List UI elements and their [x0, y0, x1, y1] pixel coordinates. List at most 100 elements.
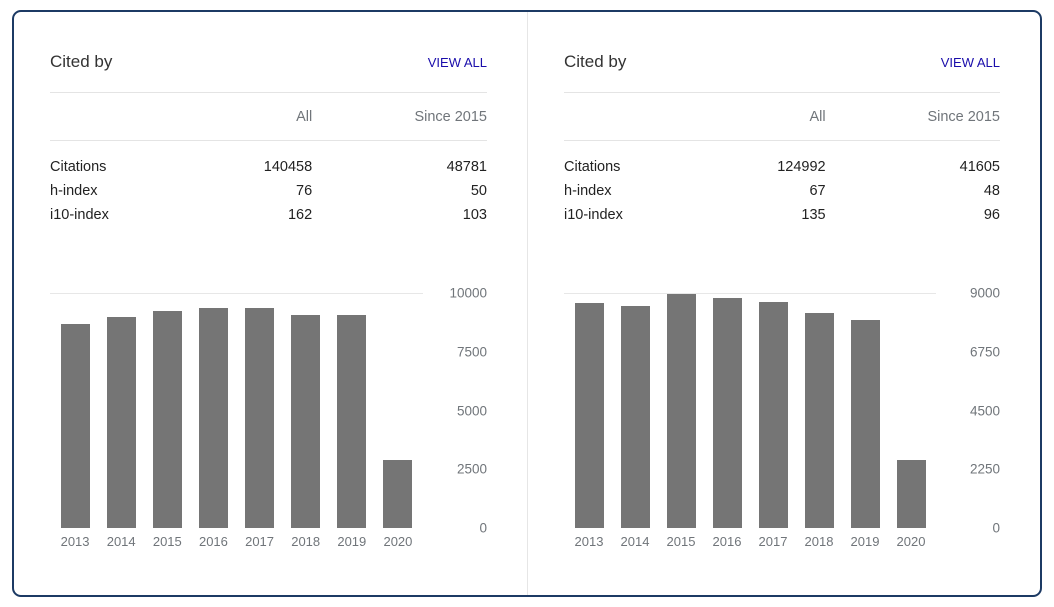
bar-slot [190, 293, 236, 528]
metric-value-all: 124992 [777, 159, 826, 175]
citations-per-year-chart: 2013 2014 2015 2016 2017 2018 2019 2020 9000 675… [564, 286, 1000, 549]
citation-metrics-table: All Since 2015 Citations 124992 41605 h-… [564, 93, 1000, 227]
citation-bar-2014[interactable] [620, 306, 650, 528]
chart-column-2018: 2018 [283, 293, 329, 549]
x-tick-label: 2014 [620, 534, 650, 549]
citation-bar-2017[interactable] [245, 308, 275, 528]
chart-column-2017: 2017 [237, 293, 283, 549]
y-tick-label: 2500 [456, 461, 487, 477]
bar-slot [888, 293, 934, 528]
citation-bar-2019[interactable] [337, 315, 367, 528]
chart-column-2014: 2014 [98, 293, 144, 549]
citation-bar-2015[interactable] [666, 294, 696, 528]
citation-bar-2019[interactable] [850, 320, 880, 528]
table-header-row: All Since 2015 [564, 93, 1000, 141]
chart-column-2013: 2013 [566, 293, 612, 549]
citation-bar-2016[interactable] [198, 308, 228, 528]
y-tick-label: 4500 [969, 403, 1000, 418]
citation-bar-2018[interactable] [804, 312, 834, 528]
x-tick-label: 2018 [291, 534, 321, 549]
x-tick-label: 2013 [60, 534, 90, 549]
metric-label: h-index [50, 183, 98, 199]
chart-column-2013: 2013 [52, 293, 98, 549]
chart-column-2020: 2020 [375, 293, 421, 549]
y-tick-label: 9000 [969, 285, 1000, 301]
bar-slot [237, 293, 283, 528]
citation-bar-2014[interactable] [106, 316, 136, 528]
bar-slot [750, 293, 796, 528]
metric-value-since: 48 [983, 183, 1000, 199]
y-tick-label: 0 [479, 520, 487, 536]
x-tick-label: 2020 [896, 534, 926, 549]
x-tick-label: 2015 [152, 534, 182, 549]
chart-column-2017: 2017 [750, 293, 796, 549]
x-tick-label: 2019 [337, 534, 367, 549]
chart-column-2014: 2014 [612, 293, 658, 549]
cited-by-panel-left: Cited by VIEW ALL All Since 2015 Citatio… [14, 12, 527, 595]
bar-slot [329, 293, 375, 528]
cited-by-panel-right: Cited by VIEW ALL All Since 2015 Citatio… [527, 12, 1040, 595]
chart-column-2016: 2016 [704, 293, 750, 549]
bar-slot [375, 293, 421, 528]
metric-label: i10-index [564, 207, 623, 223]
bar-slot [842, 293, 888, 528]
chart-column-2015: 2015 [144, 293, 190, 549]
metric-value-since: 103 [462, 207, 487, 223]
citation-bar-2016[interactable] [712, 298, 742, 528]
top-gridline [50, 293, 423, 294]
table-row-citations: Citations 124992 41605 [564, 141, 1000, 180]
citation-bar-2020[interactable] [383, 459, 413, 528]
citation-bar-2013[interactable] [574, 303, 604, 528]
bar-slot [612, 293, 658, 528]
bar-slot [566, 293, 612, 528]
bar-slot [796, 293, 842, 528]
y-tick-label: 5000 [456, 403, 487, 418]
citation-bar-2015[interactable] [152, 310, 182, 528]
table-row-h-index: h-index 67 48 [564, 179, 1000, 203]
cited-by-title: Cited by [50, 52, 113, 71]
metric-label: Citations [50, 159, 107, 175]
citation-bar-2018[interactable] [291, 315, 321, 528]
top-gridline [564, 293, 936, 294]
citation-bar-2017[interactable] [758, 302, 788, 528]
chart-column-2019: 2019 [329, 293, 375, 549]
table-row-i10-index: i10-index 135 96 [564, 203, 1000, 227]
chart-plot-area: 2013 2014 2015 2016 2017 2018 2019 2020 [50, 293, 423, 549]
bar-slot [704, 293, 750, 528]
chart-y-axis: 9000 6750 4500 2250 0 [936, 286, 1000, 536]
bar-slot [52, 293, 98, 528]
citations-per-year-chart: 2013 2014 2015 2016 2017 2018 2019 2020 10000 75… [50, 286, 487, 549]
y-tick-label: 10000 [449, 285, 487, 301]
panel-header: Cited by VIEW ALL [564, 52, 1000, 93]
citation-bar-2013[interactable] [60, 323, 90, 528]
x-tick-label: 2017 [245, 534, 275, 549]
metric-value-since: 50 [470, 183, 487, 199]
metric-value-all: 162 [287, 207, 313, 223]
x-tick-label: 2020 [383, 534, 413, 549]
cited-by-title: Cited by [564, 52, 627, 71]
y-tick-label: 2250 [969, 461, 1000, 477]
metric-label: i10-index [50, 207, 109, 223]
chart-column-2019: 2019 [842, 293, 888, 549]
y-tick-label: 7500 [456, 344, 487, 360]
x-tick-label: 2018 [804, 534, 834, 549]
chart-y-axis: 10000 7500 5000 2500 0 [423, 286, 487, 536]
bar-slot [283, 293, 329, 528]
citation-bar-2020[interactable] [896, 460, 926, 528]
view-all-link[interactable]: VIEW ALL [427, 55, 487, 70]
bar-slot [144, 293, 190, 528]
metric-label: h-index [564, 183, 612, 199]
col-header-all: All [694, 93, 826, 141]
x-tick-label: 2017 [758, 534, 788, 549]
x-tick-label: 2013 [574, 534, 604, 549]
table-header-row: All Since 2015 [50, 93, 487, 141]
x-tick-label: 2016 [198, 534, 228, 549]
chart-plot-area: 2013 2014 2015 2016 2017 2018 2019 2020 [564, 293, 936, 549]
chart-column-2015: 2015 [658, 293, 704, 549]
metric-value-all: 140458 [263, 159, 313, 175]
bar-slot [98, 293, 144, 528]
col-header-empty [50, 93, 182, 141]
y-tick-label: 0 [992, 520, 1000, 536]
panel-header: Cited by VIEW ALL [50, 52, 487, 93]
view-all-link[interactable]: VIEW ALL [940, 55, 1000, 70]
